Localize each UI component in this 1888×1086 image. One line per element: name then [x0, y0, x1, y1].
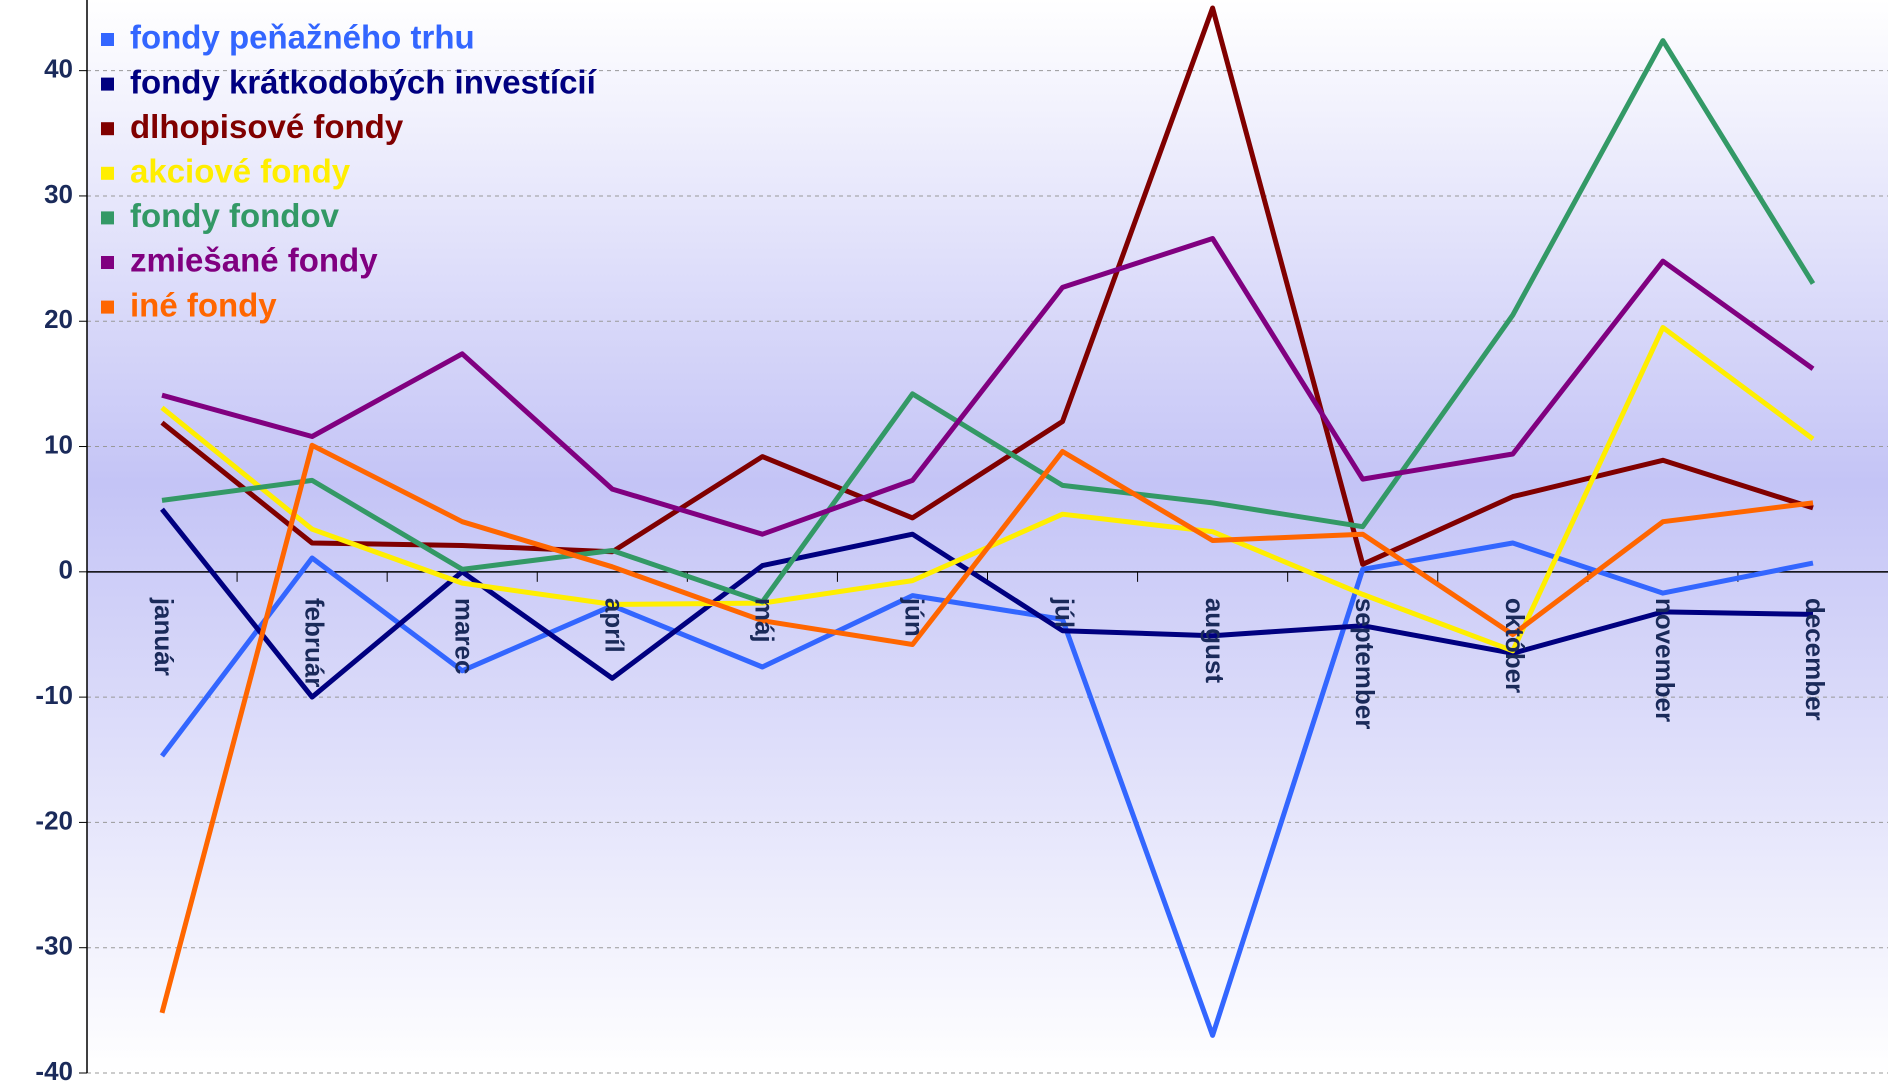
legend-marker	[101, 122, 114, 136]
legend-label: fondy peňažného trhu	[130, 19, 475, 56]
legend-marker	[101, 211, 114, 225]
y-tick-label: 40	[44, 54, 73, 84]
x-tick-label: máj	[750, 598, 780, 643]
legend-marker	[101, 166, 114, 180]
legend-marker	[101, 33, 114, 46]
legend-marker	[101, 300, 114, 314]
x-tick-label: apríl	[599, 598, 629, 653]
y-tick-label: -20	[35, 805, 73, 835]
y-tick-label: 30	[44, 179, 73, 209]
legend-label: akciové fondy	[130, 153, 351, 190]
series-line	[159, 442, 1814, 1014]
legend-label: dlhopisové fondy	[130, 108, 404, 145]
series-line	[160, 507, 1814, 700]
x-tick-label: február	[299, 598, 329, 688]
series-line	[160, 5, 1814, 567]
y-tick-label: 10	[44, 429, 73, 459]
legend-label: fondy krátkodobých investícií	[130, 63, 598, 100]
x-tick-label: december	[1800, 598, 1830, 721]
x-tick-label: november	[1650, 598, 1680, 722]
legend-marker	[101, 77, 114, 91]
x-tick-label: september	[1350, 598, 1380, 730]
y-tick-label: 20	[44, 304, 73, 334]
x-tick-label: august	[1200, 598, 1230, 684]
x-tick-label: júl	[1050, 597, 1080, 628]
x-tick-label: október	[1500, 598, 1530, 693]
legend-marker	[101, 256, 114, 269]
x-tick-label: marec	[449, 598, 479, 675]
legend-label: fondy fondov	[130, 197, 340, 234]
y-tick-label: -10	[35, 680, 73, 710]
plot-background	[87, 0, 1888, 1074]
y-tick-label: -30	[35, 931, 73, 961]
series-line	[161, 236, 1815, 537]
series-line	[161, 38, 1816, 605]
legend-label: iné fondy	[130, 286, 277, 323]
x-tick-label: jún	[900, 597, 930, 637]
y-tick-label: -40	[35, 1056, 73, 1086]
legend-label: zmiešané fondy	[130, 242, 378, 279]
y-tick-label: 0	[59, 555, 73, 585]
series-line	[160, 540, 1814, 1038]
x-tick-label: január	[149, 597, 179, 676]
